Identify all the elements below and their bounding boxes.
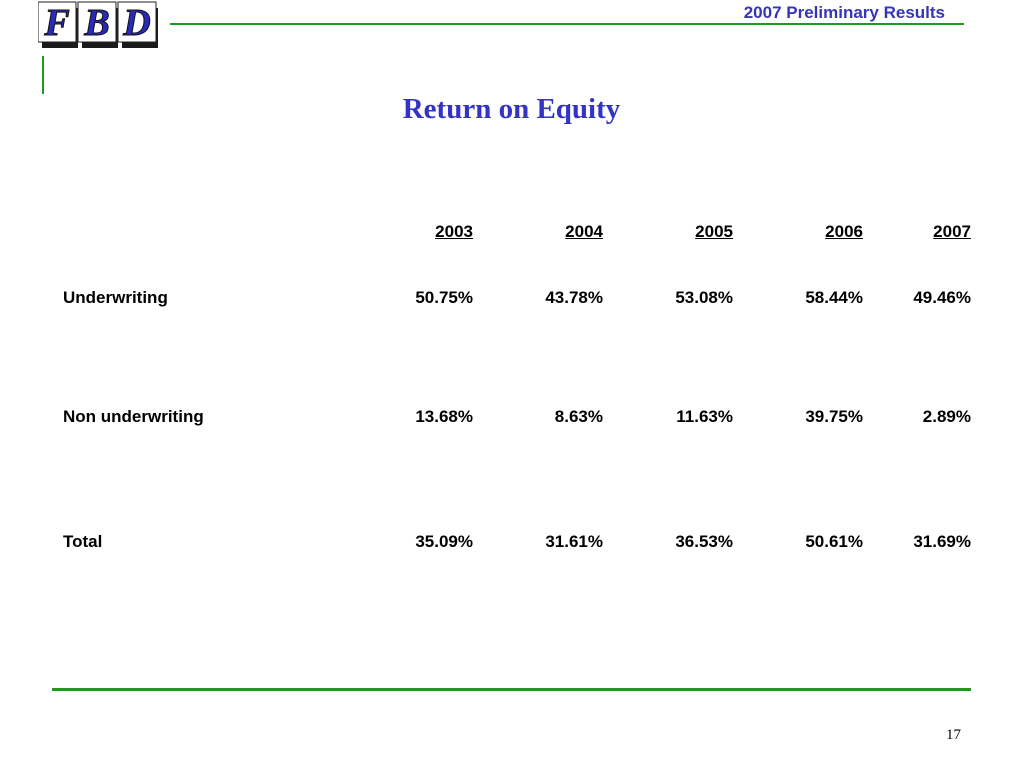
table-cell: 31.69% <box>913 532 971 551</box>
table-header-row: 2003 2004 2005 2006 2007 <box>56 210 971 254</box>
header-divider <box>170 23 964 25</box>
column-header: 2006 <box>825 222 863 241</box>
roe-table: 2003 2004 2005 2006 2007 Underwriting 50… <box>56 210 971 592</box>
table-cell: 43.78% <box>545 288 603 307</box>
table-cell: 31.61% <box>545 532 603 551</box>
column-header: 2004 <box>565 222 603 241</box>
svg-text:F: F <box>43 2 69 44</box>
table-cell: 53.08% <box>675 288 733 307</box>
row-label: Underwriting <box>63 288 168 307</box>
column-header: 2007 <box>933 222 971 241</box>
table-cell: 35.09% <box>415 532 473 551</box>
table-cell: 13.68% <box>415 407 473 426</box>
table-cell: 50.75% <box>415 288 473 307</box>
footer-divider <box>52 688 971 691</box>
table-cell: 58.44% <box>805 288 863 307</box>
svg-text:B: B <box>83 2 109 44</box>
table-row-underwriting: Underwriting 50.75% 43.78% 53.08% 58.44%… <box>56 254 971 342</box>
table-header-empty <box>56 210 343 254</box>
table-cell: 36.53% <box>675 532 733 551</box>
table-cell: 8.63% <box>554 407 603 426</box>
vertical-accent-bar <box>42 56 44 94</box>
row-label: Non underwriting <box>63 407 204 426</box>
table-row-total: Total 35.09% 31.61% 36.53% 50.61% 31.69% <box>56 492 971 592</box>
svg-text:D: D <box>122 2 150 44</box>
column-header: 2003 <box>435 222 473 241</box>
fbd-logo: F B D <box>38 0 170 52</box>
table-row-non-underwriting: Non underwriting 13.68% 8.63% 11.63% 39.… <box>56 342 971 492</box>
column-header: 2005 <box>695 222 733 241</box>
row-label: Total <box>63 532 103 551</box>
page-number: 17 <box>946 727 961 743</box>
table-cell: 50.61% <box>805 532 863 551</box>
table-cell: 49.46% <box>913 288 971 307</box>
table-cell: 2.89% <box>922 407 971 426</box>
table-cell: 39.75% <box>805 407 863 426</box>
table-cell: 11.63% <box>676 407 733 426</box>
page-title: Return on Equity <box>402 93 621 125</box>
header-title: 2007 Preliminary Results <box>743 3 945 22</box>
